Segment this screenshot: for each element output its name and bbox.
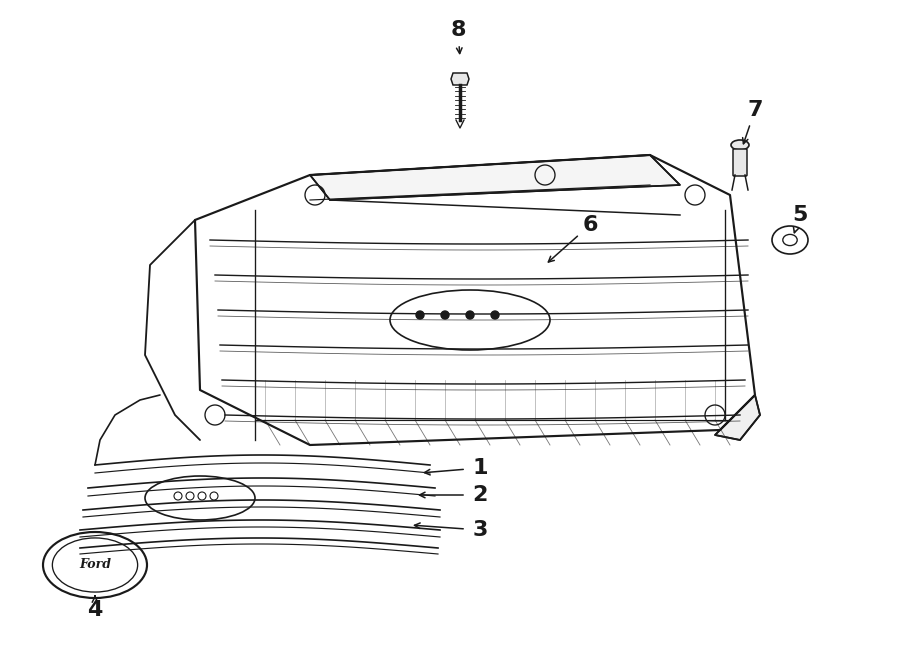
Text: 6: 6 [582, 215, 598, 235]
Polygon shape [715, 395, 760, 440]
Text: 8: 8 [450, 20, 466, 40]
Text: 4: 4 [87, 600, 103, 620]
Text: 2: 2 [472, 485, 488, 505]
Polygon shape [451, 73, 469, 85]
Circle shape [416, 311, 424, 319]
Circle shape [466, 311, 474, 319]
Text: 5: 5 [792, 205, 807, 225]
Ellipse shape [731, 140, 749, 150]
Circle shape [441, 311, 449, 319]
Text: 3: 3 [472, 520, 488, 540]
Text: 7: 7 [747, 100, 763, 120]
Circle shape [491, 311, 499, 319]
Polygon shape [310, 155, 680, 200]
Text: Ford: Ford [79, 559, 111, 572]
FancyBboxPatch shape [733, 149, 747, 176]
Text: 1: 1 [472, 458, 488, 478]
